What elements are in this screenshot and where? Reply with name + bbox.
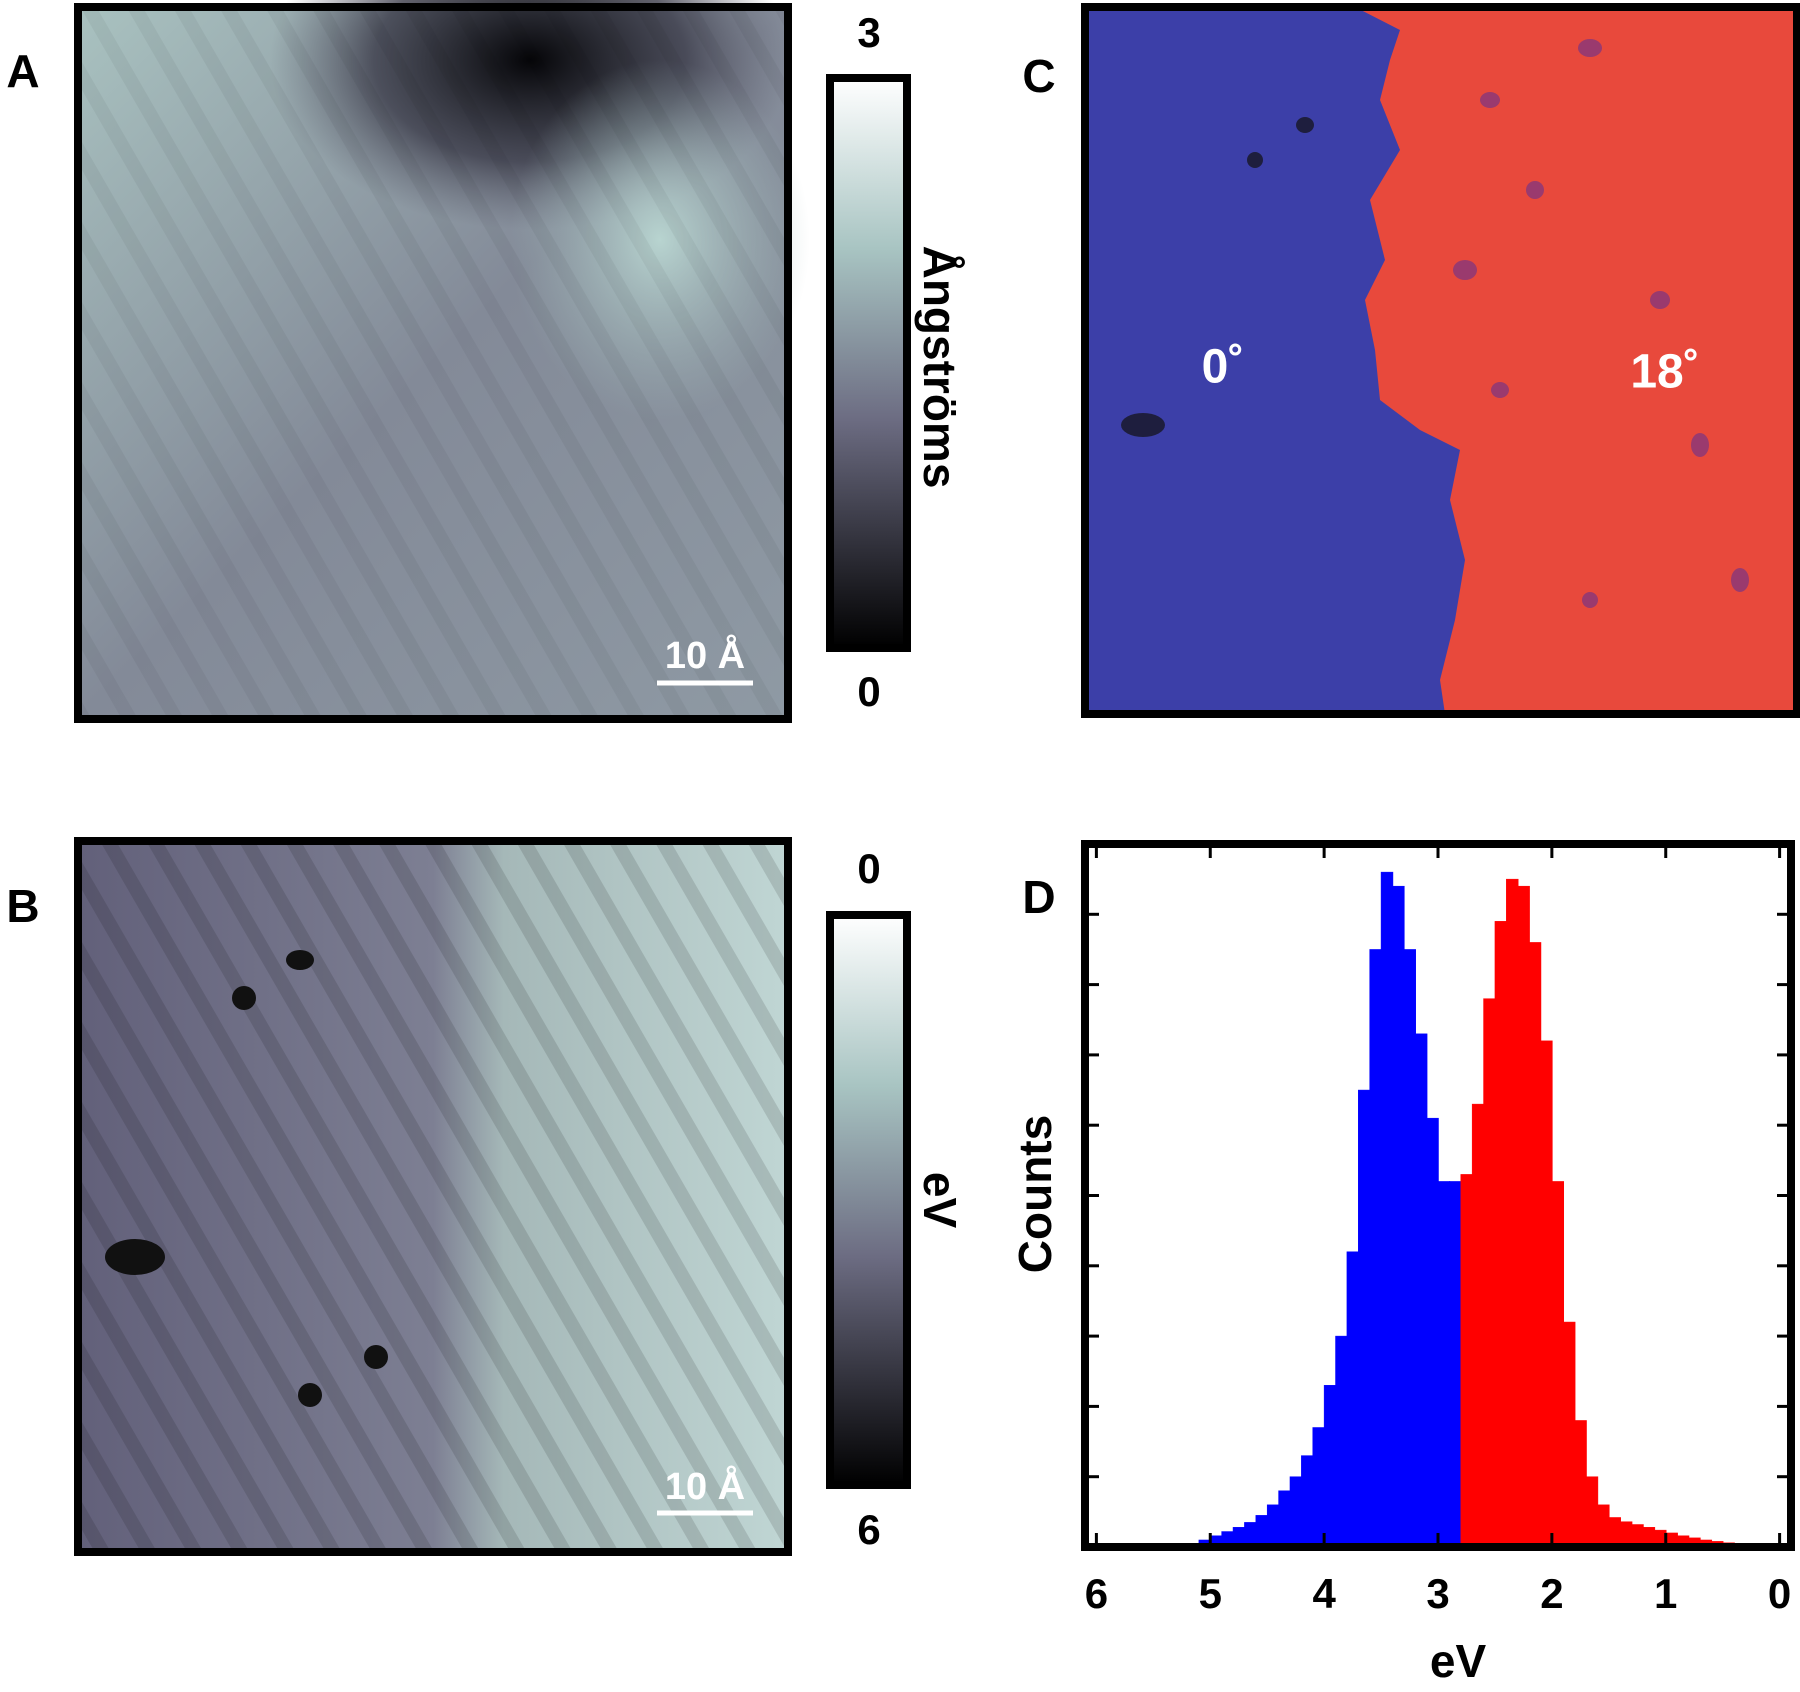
texture bbox=[78, 841, 788, 1552]
y-axis-label: Counts bbox=[1009, 1115, 1061, 1273]
panel-label: A bbox=[6, 45, 39, 97]
histogram-bar bbox=[1278, 1490, 1291, 1548]
colorbar-top: 0 bbox=[857, 845, 880, 892]
histogram-bar bbox=[1392, 885, 1405, 1548]
annotation: 18˚ bbox=[1630, 346, 1699, 399]
histogram-bar bbox=[1460, 1174, 1473, 1548]
colorbar-max: 3 bbox=[857, 9, 880, 56]
histogram-bar bbox=[1380, 871, 1394, 1548]
panel-frame bbox=[74, 837, 792, 1556]
x-tick-label: 2 bbox=[1540, 1570, 1563, 1617]
histogram-bar bbox=[1255, 1515, 1268, 1548]
colorbar-min: 0 bbox=[857, 668, 880, 715]
histogram-bar bbox=[1540, 1040, 1553, 1548]
histogram-bar bbox=[1585, 1476, 1599, 1548]
domain-18 bbox=[1355, 7, 1797, 714]
histogram-bar bbox=[1517, 885, 1530, 1548]
histogram-bar bbox=[1301, 1455, 1314, 1548]
x-tick-label: 0 bbox=[1768, 1570, 1791, 1617]
histogram-bar bbox=[1323, 1385, 1337, 1548]
histogram-bar bbox=[1369, 949, 1382, 1548]
histogram-bar bbox=[1574, 1420, 1587, 1548]
histogram-bar bbox=[1437, 1181, 1451, 1548]
scale-bar-label: 10 Å bbox=[665, 1464, 745, 1508]
defects bbox=[105, 950, 388, 1407]
histogram-bar bbox=[1608, 1517, 1621, 1548]
histogram-bar bbox=[1289, 1476, 1303, 1548]
histogram-bar bbox=[1494, 921, 1508, 1548]
colorbar-label: Ångströms bbox=[914, 246, 966, 489]
histogram-bar bbox=[1471, 1103, 1485, 1548]
annotation: 0˚ bbox=[1202, 341, 1245, 394]
x-axis-label: eV bbox=[1430, 1635, 1487, 1687]
colorbar bbox=[826, 74, 911, 652]
colorbar-bottom: 6 bbox=[857, 1506, 880, 1553]
panel-frame bbox=[74, 3, 792, 723]
histogram-bar bbox=[1266, 1504, 1280, 1548]
panel-label: C bbox=[1022, 50, 1055, 102]
histogram-bar bbox=[1335, 1335, 1348, 1548]
histogram-bar bbox=[1358, 1089, 1371, 1548]
histogram-bar bbox=[1449, 1181, 1462, 1548]
x-tick-label: 3 bbox=[1426, 1570, 1449, 1617]
histogram-bar bbox=[1551, 1181, 1565, 1548]
x-tick-label: 1 bbox=[1654, 1570, 1677, 1617]
histogram-bar bbox=[1414, 1033, 1428, 1548]
histogram-bar bbox=[1563, 1321, 1576, 1548]
histogram-plot: 6 5 4 3 2 1 0 bbox=[1081, 840, 1795, 1617]
panel-frame bbox=[1081, 3, 1800, 718]
colorbar-label: eV bbox=[914, 1172, 966, 1229]
colorbar bbox=[826, 911, 911, 1489]
texture bbox=[78, 7, 788, 719]
histogram-bar bbox=[1597, 1504, 1610, 1548]
histogram-bar bbox=[1506, 878, 1519, 1548]
histogram-bar bbox=[1312, 1427, 1325, 1548]
histogram-bar bbox=[1403, 949, 1416, 1548]
histogram-bar bbox=[1346, 1251, 1360, 1548]
scale-bar-label: 10 Å bbox=[665, 633, 745, 677]
x-tick-label: 5 bbox=[1199, 1570, 1222, 1617]
domain-blobs bbox=[1453, 39, 1749, 608]
histogram-bar bbox=[1483, 998, 1496, 1548]
panel-label: B bbox=[6, 880, 39, 932]
axes-frame bbox=[1081, 840, 1795, 1551]
x-tick-label: 4 bbox=[1312, 1570, 1336, 1617]
defects bbox=[1121, 117, 1314, 437]
x-tick-label: 6 bbox=[1085, 1570, 1108, 1617]
histogram-bar bbox=[1426, 1117, 1439, 1548]
panel-label: D bbox=[1022, 871, 1055, 923]
histogram-bar bbox=[1528, 942, 1542, 1548]
